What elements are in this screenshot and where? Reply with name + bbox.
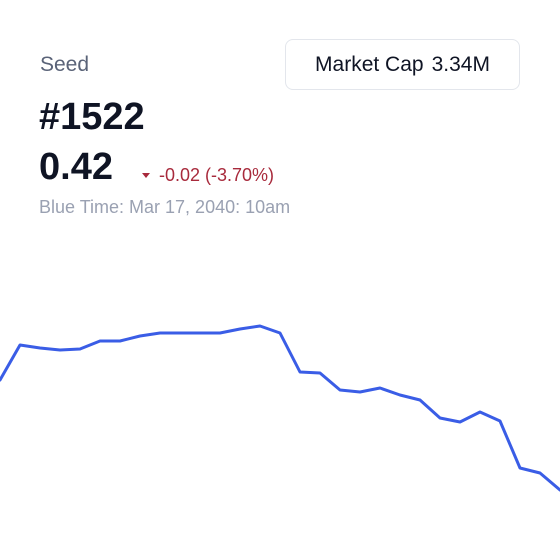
price-line bbox=[0, 324, 560, 492]
price-change: -0.02 (-3.70%) bbox=[159, 165, 275, 185]
market-cap-value: 3.34M bbox=[431, 52, 490, 76]
token-label: Seed bbox=[40, 53, 90, 76]
market-cap-label: Market Cap bbox=[315, 52, 424, 76]
timestamp: Blue Time: Mar 17, 2040: 10am bbox=[39, 197, 291, 217]
price: 0.42 bbox=[39, 146, 113, 188]
token-id: #1522 bbox=[39, 96, 145, 138]
down-arrow bbox=[142, 173, 150, 178]
market-cap-button[interactable]: Market Cap 3.34M bbox=[285, 39, 520, 90]
